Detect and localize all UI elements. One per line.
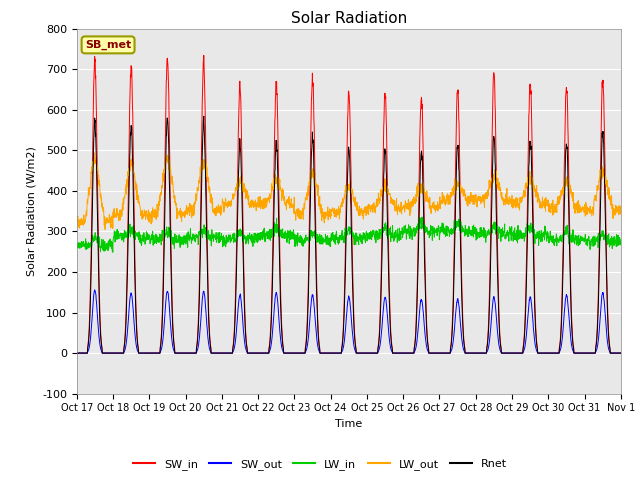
LW_out (73, 219, 81, 225)
Rnet (507, 350, 515, 356)
SW_out (376, 340, 384, 346)
Rnet (376, 312, 384, 318)
SW_out (225, 350, 232, 356)
LW_out (508, 200, 515, 205)
SW_out (569, 348, 577, 354)
Line: LW_in: LW_in (77, 217, 621, 252)
Legend: SW_in, SW_out, LW_in, LW_out, Rnet: SW_in, SW_out, LW_in, LW_out, Rnet (129, 455, 511, 474)
LW_in (584, 237, 592, 242)
LW_in (73, 242, 81, 248)
SW_out (365, 350, 372, 356)
LW_out (101, 227, 109, 232)
SW_in (225, 350, 232, 356)
Rnet (569, 342, 577, 348)
SW_in (617, 350, 625, 356)
SW_out (73, 350, 81, 356)
SW_out (617, 350, 625, 356)
Line: SW_in: SW_in (77, 55, 621, 353)
Y-axis label: Solar Radiation (W/m2): Solar Radiation (W/m2) (26, 146, 36, 276)
Rnet (73, 350, 81, 356)
SW_in (200, 52, 207, 58)
LW_in (376, 230, 384, 236)
Rnet (584, 350, 592, 356)
LW_out (365, 205, 372, 211)
Line: LW_out: LW_out (77, 153, 621, 229)
LW_in (418, 214, 426, 220)
SW_in (376, 302, 384, 308)
SW_out (507, 350, 515, 356)
Line: SW_out: SW_out (77, 290, 621, 353)
LW_out (584, 207, 592, 213)
X-axis label: Time: Time (335, 419, 362, 429)
LW_out (570, 190, 577, 195)
Title: Solar Radiation: Solar Radiation (291, 11, 407, 26)
Rnet (365, 350, 372, 356)
LW_in (109, 250, 116, 255)
LW_out (617, 209, 625, 215)
SW_in (507, 350, 515, 356)
LW_in (570, 227, 577, 233)
LW_out (225, 200, 233, 206)
SW_in (569, 339, 577, 345)
Line: Rnet: Rnet (77, 116, 621, 353)
Text: SB_met: SB_met (85, 40, 131, 50)
Rnet (617, 350, 625, 356)
Rnet (225, 350, 232, 356)
LW_in (508, 238, 515, 243)
SW_out (584, 350, 592, 356)
SW_in (73, 350, 81, 356)
LW_in (617, 236, 625, 242)
LW_in (225, 232, 232, 238)
SW_in (365, 350, 372, 356)
LW_out (377, 192, 385, 198)
SW_out (91, 287, 99, 293)
SW_in (584, 350, 592, 356)
Rnet (200, 113, 207, 119)
LW_in (365, 236, 372, 242)
LW_out (90, 150, 98, 156)
